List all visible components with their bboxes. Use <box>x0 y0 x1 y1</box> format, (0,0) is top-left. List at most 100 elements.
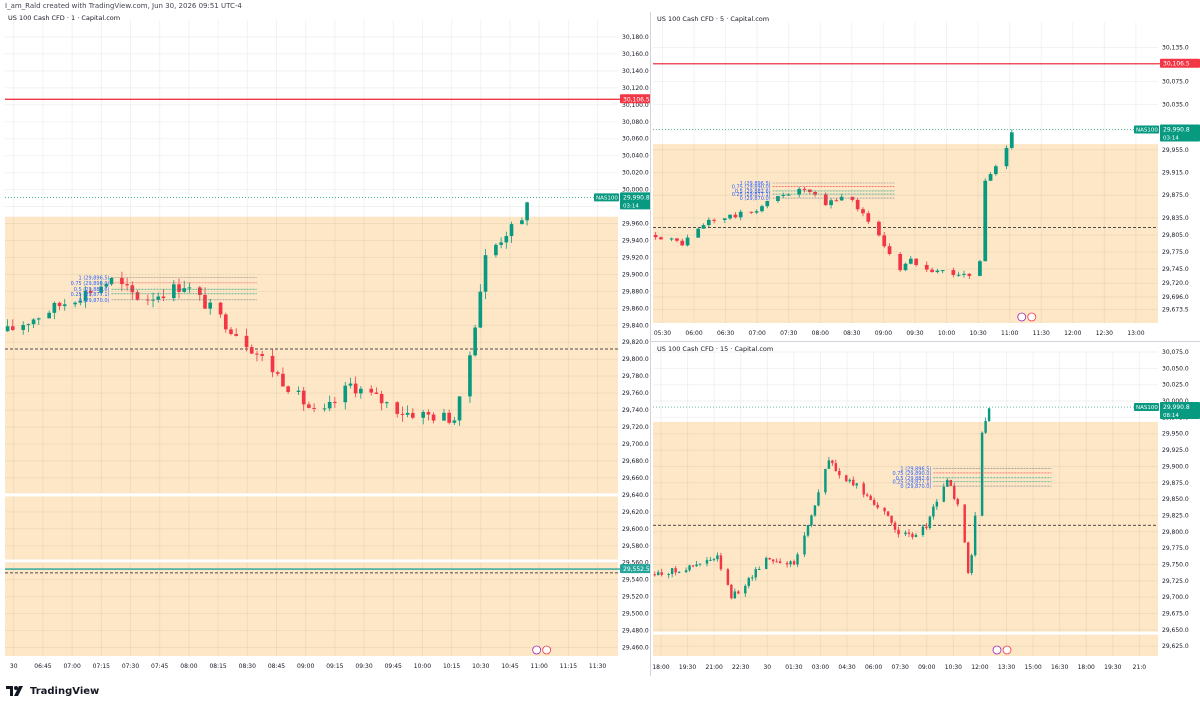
candle-body <box>932 506 935 517</box>
candle <box>359 386 363 399</box>
candle <box>781 192 786 199</box>
candle-body <box>988 174 993 181</box>
candle <box>120 271 124 292</box>
symbol-tag <box>1134 125 1159 134</box>
candle <box>930 267 934 273</box>
candle <box>839 193 844 202</box>
candle <box>886 511 890 517</box>
fib-level-label: 0 (29,870.0) <box>900 484 931 490</box>
candle-body <box>834 200 839 202</box>
candle <box>99 280 103 297</box>
candle <box>980 431 984 517</box>
candle <box>667 572 670 579</box>
candle-body <box>688 565 691 571</box>
x-tick-label: 13:30 <box>998 664 1015 671</box>
y-tick-label: 29,950.0 <box>1162 431 1189 438</box>
candle-body <box>99 286 103 293</box>
x-tick-label: 07:00 <box>63 663 80 670</box>
candle-body <box>385 402 389 404</box>
tradingview-logo[interactable]: TradingView <box>6 684 99 698</box>
candle-body <box>348 383 353 386</box>
pane-separator-horizontal[interactable] <box>651 341 1200 342</box>
candle-body <box>73 302 77 305</box>
chart-us100-5m[interactable]: 1 (29,896.5)0.75 (29,890.0)0.5 (29,882.6… <box>651 12 1200 341</box>
candle <box>1009 129 1014 150</box>
candle-body <box>1004 147 1009 167</box>
resistance-tag <box>1160 58 1200 68</box>
candle-body <box>865 494 869 496</box>
candle <box>172 280 176 302</box>
chart-us100-1m[interactable]: 1 (29,896.5)0.75 (29,890.0)0.5 (29,882.6… <box>0 12 650 676</box>
candle <box>829 198 833 209</box>
candle <box>883 507 886 515</box>
candle-body <box>877 221 881 236</box>
candle-body <box>733 591 737 599</box>
candle-body <box>286 386 290 392</box>
x-tick-label: 04:30 <box>838 664 855 671</box>
chart-us100-15m[interactable]: 1 (29,896.5)0.75 (29,890.0)0.5 (29,882.6… <box>651 342 1200 676</box>
candle <box>520 217 524 225</box>
fib-level-label: 0.5 (29,882.6) <box>74 287 110 293</box>
x-tick-label: 22:30 <box>732 664 749 671</box>
candle <box>255 350 259 362</box>
y-tick-label: 29,760.0 <box>622 390 649 397</box>
candle-body <box>845 475 848 482</box>
candle <box>831 459 834 466</box>
y-tick-label: 29,700.0 <box>1162 594 1189 601</box>
candle <box>696 227 701 238</box>
y-tick-label: 30,180.0 <box>622 34 649 41</box>
candle-body <box>942 486 946 502</box>
pane-separator-vertical[interactable] <box>650 12 651 676</box>
candle <box>709 556 712 561</box>
candle-body <box>962 273 966 275</box>
x-tick-label: 09:00 <box>918 664 935 671</box>
x-tick-label: 07:30 <box>122 663 139 670</box>
candle-body <box>785 562 789 565</box>
candle-body <box>768 557 771 560</box>
y-tick-label: 29,500.0 <box>622 611 649 618</box>
candle <box>312 403 316 413</box>
candle <box>653 231 658 240</box>
candle <box>987 407 991 422</box>
y-tick-label: 29,696.0 <box>1162 294 1189 301</box>
candle <box>670 567 674 578</box>
candle-body <box>452 420 457 423</box>
candle <box>109 277 114 286</box>
candle <box>806 524 810 538</box>
x-tick-label: 11:00 <box>531 663 548 670</box>
candle-body <box>827 460 831 469</box>
support-tag <box>620 564 650 574</box>
symbol-label: NAS100 <box>596 195 618 201</box>
candle-body <box>796 554 799 565</box>
y-tick-label: 29,875.0 <box>1162 192 1189 199</box>
candle <box>785 560 789 568</box>
candle-body <box>156 296 161 300</box>
fib-level-label: 1 (29,896.5) <box>900 467 931 473</box>
candle <box>823 192 828 206</box>
x-tick-label: 07:00 <box>749 330 766 337</box>
candle-body <box>260 354 264 356</box>
y-tick-label: 29,650.0 <box>1162 627 1189 634</box>
x-tick-label: 12:00 <box>1064 330 1081 337</box>
candle-body <box>712 219 716 221</box>
candle <box>301 386 306 411</box>
candle-body <box>223 314 228 330</box>
candle-body <box>733 214 738 218</box>
candle <box>296 386 301 395</box>
candle <box>684 567 688 573</box>
x-tick-label: 19:30 <box>1104 664 1121 671</box>
candle-body <box>307 404 311 408</box>
y-tick-label: 29,540.0 <box>622 577 649 584</box>
candle <box>768 557 771 560</box>
y-tick-label: 30,135.0 <box>1162 45 1189 52</box>
fib-level-label: 0.25 (29,877.1) <box>71 292 110 298</box>
candle <box>706 217 711 227</box>
candle <box>861 207 865 217</box>
earnings-event-icon <box>992 645 1002 655</box>
candle <box>946 477 949 488</box>
candle <box>705 556 709 567</box>
candle <box>695 561 698 567</box>
candle-body <box>806 525 810 536</box>
candle-body <box>705 560 709 564</box>
candle-body <box>712 559 716 561</box>
